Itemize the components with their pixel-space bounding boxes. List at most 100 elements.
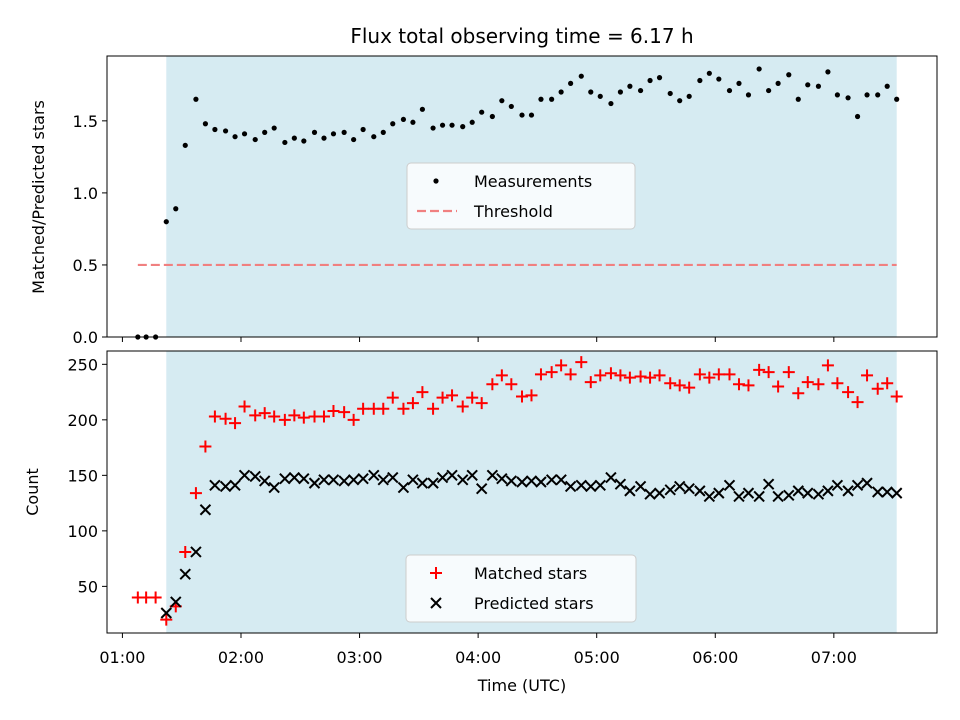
matched-star-point [475,397,488,410]
predicted-star-point [466,469,478,482]
predicted-star-point [288,471,301,484]
matched-star-point [427,402,440,415]
matched-star-point [664,377,677,390]
measurement-point [163,219,169,225]
matched-star-point [881,377,894,390]
measurement-point [400,116,407,123]
predicted-star-point [644,488,656,500]
x-axis-label: Time (UTC) [477,676,566,695]
measurement-point [202,121,209,127]
measurement-point [756,66,762,72]
predicted-star-point [249,470,261,483]
legend-matched-label: Matched stars [474,564,587,583]
measurement-point [360,126,366,133]
matched-star-point [495,369,508,382]
predicted-star-point [298,472,310,485]
measurement-point [894,96,900,102]
matched-star-point [160,613,173,626]
matched-star-point [782,366,795,379]
matched-star-point [861,369,874,382]
predicted-star-point [457,474,469,486]
measurement-point [262,129,268,135]
top-y-tick-label: 0.0 [73,328,98,347]
predicted-star-point [179,568,191,580]
matched-star-point [486,378,499,391]
top-x-ticks [121,337,835,342]
matched-star-point [199,440,212,453]
measurement-point [677,98,683,104]
predicted-star-point [624,485,636,497]
measurement-point [173,206,179,212]
bottom-y-tick-label: 50 [78,577,98,596]
predicted-star-point [170,596,182,608]
bottom-axes-frame [106,350,938,634]
measurement-points [135,66,900,340]
measurement-point [460,124,466,130]
matched-star-point [416,386,429,399]
predicted-star-point [436,471,449,484]
predicted-star-point [812,488,825,500]
predicted-star-point [594,479,606,492]
measurement-point [499,98,505,104]
predicted-star-point [199,504,212,516]
matched-star-point [762,366,775,379]
matched-star-point [238,400,251,413]
measurement-point [795,96,801,102]
matched-star-point [258,407,271,420]
measurement-point [380,129,386,135]
predicted-star-point [475,482,488,495]
measurement-point [439,122,446,128]
measurement-point [222,128,229,134]
matched-star-point [732,378,745,391]
predicted-star-point [357,472,369,485]
matched-star-point [386,391,399,404]
predicted-star-point [703,490,716,503]
predicted-star-point [634,480,647,493]
measurement-point [568,80,574,86]
matched-star-point [179,545,192,558]
matched-star-point [564,368,577,381]
predicted-star-point [368,469,380,482]
top-y-tick-label: 0.5 [73,256,98,275]
measurement-point [410,119,416,125]
measurement-point [578,73,584,79]
matched-star-point [534,368,547,381]
bottom-y-tick-label: 150 [67,466,98,485]
matched-star-point [347,413,360,426]
measurement-point [193,96,199,102]
predicted-star-point [535,476,547,488]
matched-star-point [219,412,232,425]
top-axes-frame [106,55,938,338]
measurement-point [182,142,188,148]
matched-star-point [436,391,449,404]
measurement-point [805,82,811,88]
predicted-star-point [427,477,439,489]
matched-star-point [357,402,370,415]
measurement-point [489,113,495,120]
predicted-star-point [861,477,873,489]
measurement-point [212,126,218,133]
measurement-point [608,100,614,107]
legend-predicted-label: Predicted stars [474,594,594,613]
predicted-star-point [851,479,864,492]
predicted-star-point [762,478,775,490]
measurement-point [745,92,752,98]
measurement-point [538,96,544,102]
matched-star-point [584,376,597,389]
predicted-star-point [258,475,271,487]
predicted-star-point [694,485,706,497]
measurement-point [854,113,861,120]
matched-star-point [812,378,825,391]
bottom-x-ticks: 01:00 02:00 03:00 04:00 05:00 06:00 07:00 [99,633,857,667]
matched-star-point [456,400,469,413]
matched-star-point [614,369,627,382]
measurement-point [519,112,525,118]
matched-star-point [821,359,834,372]
predicted-star-point [890,487,903,499]
predicted-star-point [308,477,321,489]
predicted-star-point [229,479,241,492]
top-y-ticks: 0.0 0.5 1.0 1.5 [73,112,107,347]
matched-star-point [288,409,301,422]
predicted-star-point [733,490,745,503]
